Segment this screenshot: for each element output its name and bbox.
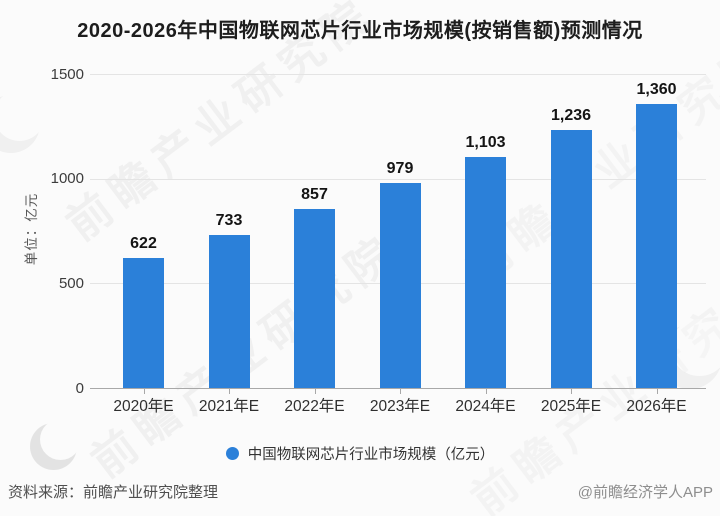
chart-title: 2020-2026年中国物联网芯片行业市场规模(按销售额)预测情况 (77, 20, 643, 42)
x-axis-tick (400, 389, 401, 394)
gridline (90, 74, 706, 76)
bar-2026年E (636, 103, 677, 388)
x-category-label: 2024年E (455, 398, 516, 415)
bar-value-label: 979 (386, 160, 414, 178)
bar-2020年E (123, 257, 164, 388)
x-axis-tick (229, 389, 230, 394)
bar-value-label: 733 (215, 211, 243, 229)
x-category-label: 2023年E (369, 398, 431, 415)
x-axis-tick (656, 389, 658, 394)
x-category-label: 2021年E (198, 398, 260, 415)
bar-value-label: 857 (301, 185, 328, 203)
y-tick-label: 0 (75, 379, 84, 397)
footer: 资料来源：前瞻产业研究院整理 @前瞻经济学人APP (0, 481, 720, 505)
x-axis-tick (314, 389, 316, 394)
x-category-label: 2025年E (540, 398, 602, 415)
y-axis-unit-label: 单位：亿元 (24, 192, 39, 266)
x-axis-tick (571, 389, 572, 394)
bar-2024年E (465, 157, 506, 388)
bar-value-label: 1,103 (465, 134, 506, 152)
x-category-label: 2020年E (113, 398, 174, 415)
y-tick-label: 500 (58, 274, 84, 292)
bar-value-label: 1,236 (550, 106, 592, 124)
y-tick-label: 1500 (50, 65, 84, 83)
gridline (90, 178, 706, 180)
x-axis-line (90, 388, 706, 389)
y-tick-label: 1000 (50, 170, 84, 188)
legend-label: 中国物联网芯片行业市场规模（亿元） (247, 447, 495, 463)
bar-value-label: 1,360 (636, 80, 677, 98)
bar-value-label: 622 (130, 234, 157, 252)
legend-marker-icon (225, 447, 239, 460)
x-axis-tick (143, 389, 145, 394)
credit-note: @前瞻经济学人APP (577, 484, 713, 501)
legend: 中国物联网芯片行业市场规模（亿元） (0, 443, 720, 464)
data-source-note: 资料来源：前瞻产业研究院整理 (8, 484, 219, 501)
x-category-label: 2022年E (284, 398, 345, 415)
bar-2023年E (379, 183, 421, 388)
x-axis-tick (485, 389, 487, 394)
bar-2025年E (550, 129, 592, 388)
x-category-label: 2026年E (626, 398, 687, 415)
bar-2022年E (294, 208, 335, 388)
bar-2021年E (208, 234, 250, 388)
